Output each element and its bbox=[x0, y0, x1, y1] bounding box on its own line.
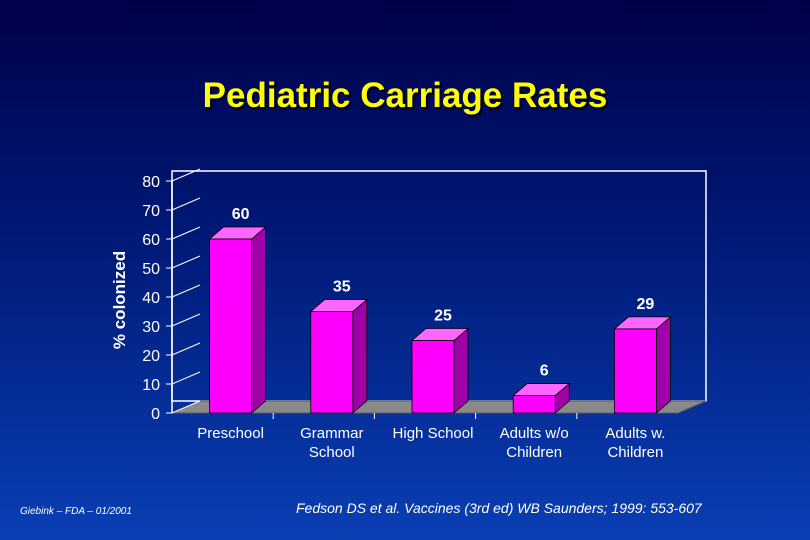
x-tick-label-line: Children bbox=[506, 444, 563, 461]
x-tick-label: Adults w. Children bbox=[580, 424, 690, 462]
data-labels: 60 35 25 6 29 bbox=[232, 206, 655, 380]
y-tick-label: 60 bbox=[142, 232, 160, 249]
y-tick-label: 80 bbox=[142, 174, 160, 191]
x-tick-label: Grammar School bbox=[277, 424, 387, 462]
y-tick-label: 20 bbox=[142, 348, 160, 365]
bar bbox=[613, 316, 672, 414]
data-label: 60 bbox=[232, 206, 250, 223]
x-tick-label-line: Grammar bbox=[300, 425, 364, 442]
x-tick-label: Adults w/o Children bbox=[479, 424, 589, 462]
y-tick-label: 40 bbox=[142, 290, 160, 307]
chart-title: Pediatric Carriage Rates bbox=[202, 76, 608, 115]
x-tick-label-line: School bbox=[308, 444, 355, 461]
y-tick-label: 0 bbox=[151, 406, 160, 423]
footer-credit: Giebink – FDA – 01/2001 bbox=[20, 506, 132, 517]
bar bbox=[309, 298, 368, 414]
y-tick-label: 70 bbox=[142, 203, 160, 220]
bar bbox=[410, 327, 470, 414]
y-axis-label: % colonized bbox=[110, 251, 129, 349]
data-label: 35 bbox=[333, 279, 351, 296]
x-tick-label-line: Adults w/o bbox=[499, 425, 569, 442]
bar bbox=[208, 226, 267, 414]
bar bbox=[512, 382, 571, 414]
y-tick-label: 30 bbox=[142, 319, 160, 336]
x-tick-label-line: Preschool bbox=[197, 425, 264, 442]
y-axis: 0 10 20 30 40 50 60 70 80 bbox=[142, 168, 201, 423]
x-tick-label: Preschool bbox=[176, 424, 286, 443]
y-tick-label: 50 bbox=[142, 261, 160, 278]
y-tick-label: 10 bbox=[142, 377, 160, 394]
footer-citation: Fedson DS et al. Vaccines (3rd ed) WB Sa… bbox=[296, 500, 702, 516]
data-label: 6 bbox=[540, 363, 549, 380]
x-tick-label-line: High School bbox=[392, 425, 474, 442]
x-tick-label-line: Adults w. bbox=[605, 425, 666, 442]
data-label: 29 bbox=[637, 296, 655, 313]
x-tick-label-line: Children bbox=[607, 444, 664, 461]
bars bbox=[208, 226, 672, 414]
x-tick-label: High School bbox=[378, 424, 488, 443]
data-label: 25 bbox=[434, 308, 452, 325]
